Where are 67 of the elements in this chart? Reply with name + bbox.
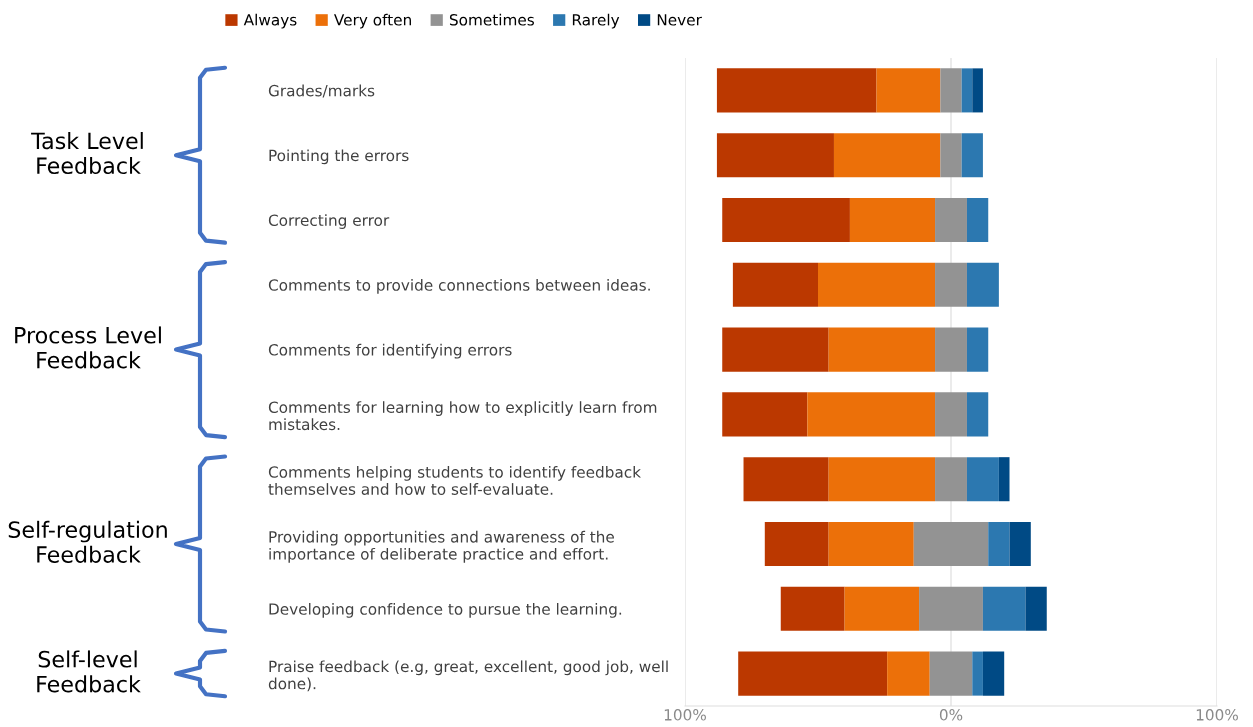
bar: [913, 521, 989, 567]
bar: [828, 521, 914, 567]
bar: [1025, 586, 1047, 631]
bar: [988, 521, 1010, 567]
bar: [828, 457, 936, 502]
y-tick-label: Grades/marks: [268, 84, 375, 98]
bar: [849, 197, 936, 243]
text: Self-regulation Feedback: [8, 520, 167, 563]
text: Process Level Feedback: [15, 326, 161, 369]
bar: [716, 68, 877, 113]
bar: [807, 392, 936, 437]
legend-label: Never: [657, 14, 702, 26]
bar: [966, 262, 999, 307]
y-tick-label: Pointing the errors: [269, 149, 409, 165]
y-tick-label: Comments to provide connections between ideas.: [268, 279, 650, 294]
bar: [1009, 521, 1031, 567]
bar: [828, 327, 936, 372]
bar: [940, 133, 962, 178]
y-tick-label: Developing confidence to pursue the learning.: [269, 603, 622, 618]
bar: [966, 392, 989, 437]
bar: [982, 651, 1005, 696]
bar: [844, 586, 920, 631]
bar: [818, 262, 936, 307]
bar: [966, 327, 989, 372]
text: Task Level Feedback: [31, 132, 143, 175]
bar: [935, 327, 967, 372]
x-tick-label: 100%: [664, 709, 706, 721]
bar: [743, 457, 829, 502]
legend-label: Rarely: [572, 13, 620, 29]
bar: [722, 327, 829, 372]
bar: [732, 262, 818, 307]
bar: [919, 586, 983, 631]
y-tick-label: Comments for identifying errors: [268, 343, 512, 359]
bar: [738, 651, 888, 696]
bar: [998, 457, 1010, 502]
bar: [764, 521, 829, 567]
legend-label: Always: [243, 13, 297, 29]
bar: [935, 262, 967, 307]
bar: [780, 586, 845, 631]
y-tick-label: Correcting error: [268, 214, 390, 229]
bar: [716, 133, 834, 178]
bar: [940, 68, 962, 113]
text: Self-level Feedback: [37, 650, 141, 693]
bar: [887, 651, 930, 696]
bar: [929, 651, 973, 696]
bar: [935, 197, 967, 243]
bar: [935, 392, 967, 437]
bar: [935, 457, 967, 502]
bar: [966, 197, 989, 243]
legend-label: Very often: [334, 13, 411, 29]
bar: [961, 133, 983, 178]
bar: [961, 68, 973, 113]
bar: [972, 68, 983, 113]
bar: [722, 197, 850, 243]
bar: [876, 68, 941, 113]
bar: [833, 133, 941, 178]
bar: [722, 392, 808, 437]
bar: [972, 651, 983, 696]
y-tick-label: Comments for learning how to explicitly learn from mistakes.: [268, 401, 657, 431]
y-tick-label: Providing opportunities and awareness of the importance of deliberate practice and effort.: [269, 530, 614, 563]
y-tick-label: Comments helping students to identify feedback themselves and how to self-evaluate.: [268, 466, 641, 495]
x-tick-label: 0%: [939, 709, 963, 721]
x-tick-label: 100%: [1196, 709, 1238, 721]
bar: [982, 586, 1026, 631]
y-tick-label: Praise feedback (e.g, great, excellent, good job, well done).: [268, 660, 668, 692]
bar: [966, 457, 999, 502]
legend-label: Sometimes: [449, 13, 534, 26]
